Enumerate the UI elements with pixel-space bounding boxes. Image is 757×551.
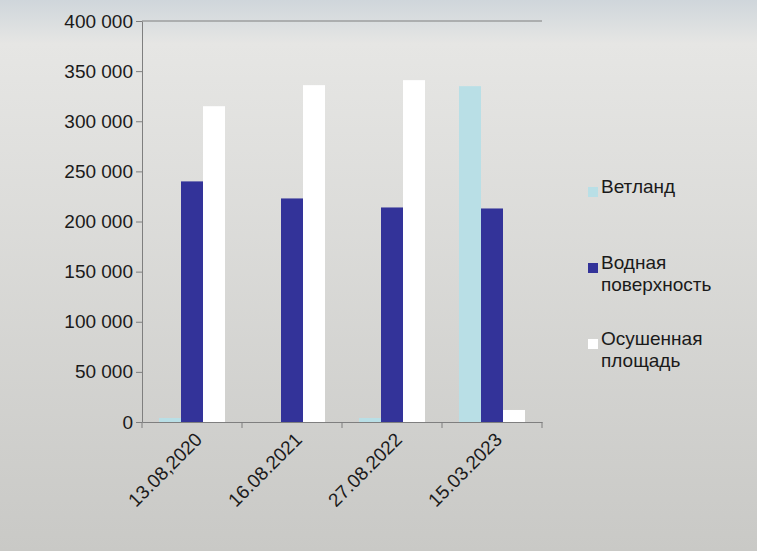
plot-frame-top <box>142 21 542 22</box>
y-tick-label: 300 000 <box>64 111 133 132</box>
category-separators <box>142 422 542 428</box>
y-tick-mark <box>136 322 142 323</box>
y-tick: 250 000 <box>64 161 142 182</box>
bar <box>303 85 325 422</box>
y-tick-label: 400 000 <box>64 11 133 32</box>
bar <box>203 106 225 422</box>
y-tick-label: 350 000 <box>64 61 133 82</box>
bar <box>359 418 381 422</box>
x-tick-label: 16.08.2021 <box>224 429 306 511</box>
y-tick-label: 0 <box>122 412 133 433</box>
y-tick-mark <box>136 171 142 172</box>
x-tick: 16.08.2021 <box>224 422 306 511</box>
y-tick-label: 50 000 <box>75 361 133 382</box>
x-tick-label: 15.03.2023 <box>424 429 506 511</box>
y-tick-mark <box>136 422 142 423</box>
bar-series <box>203 80 525 422</box>
y-tick-label: 200 000 <box>64 211 133 232</box>
category-separator <box>142 422 143 428</box>
chart: 0 50 000 100 000 150 000 200 000 250 000 300 0… <box>0 0 757 551</box>
bar <box>481 208 503 422</box>
y-tick-mark <box>136 272 142 273</box>
legend-swatch <box>588 263 598 273</box>
x-tick-label: 13.08,2020 <box>124 429 206 511</box>
plot: 0 50 000 100 000 150 000 200 000 250 000 300 0… <box>64 11 542 511</box>
y-tick: 0 <box>122 412 142 433</box>
x-tick: 13.08,2020 <box>124 422 206 511</box>
legend-swatch <box>588 339 598 349</box>
bar <box>281 198 303 422</box>
bar-series <box>181 181 503 422</box>
legend-label: Воднаяповерхность <box>601 252 711 295</box>
y-tick: 300 000 <box>64 111 142 132</box>
y-tick: 100 000 <box>64 311 142 332</box>
y-tick-mark <box>136 372 142 373</box>
y-tick: 50 000 <box>75 361 142 382</box>
x-axis: 13.08,202016.08.202127.08.202215.03.2023 <box>124 422 542 511</box>
legend: Ветланд Воднаяповерхность Осушеннаяплощадь <box>588 176 711 371</box>
y-tick: 400 000 <box>64 11 142 32</box>
x-tick: 15.03.2023 <box>424 422 506 511</box>
category-separator <box>242 422 243 428</box>
category-separator <box>442 422 443 428</box>
y-tick-mark <box>136 71 142 72</box>
x-tick-label: 27.08.2022 <box>324 429 406 511</box>
legend-label: Осушеннаяплощадь <box>601 328 702 371</box>
x-tick: 27.08.2022 <box>324 422 406 511</box>
legend-label: Ветланд <box>601 176 675 197</box>
y-tick: 150 000 <box>64 261 142 282</box>
category-separator <box>342 422 343 428</box>
y-tick-label: 100 000 <box>64 311 133 332</box>
legend-swatch <box>588 187 598 197</box>
bar <box>159 418 181 422</box>
y-axis: 0 50 000 100 000 150 000 200 000 250 000 300 0… <box>64 11 142 433</box>
bar <box>381 207 403 422</box>
bars <box>159 80 525 422</box>
y-tick: 200 000 <box>64 211 142 232</box>
y-axis-line <box>142 22 143 423</box>
y-tick-label: 150 000 <box>64 261 133 282</box>
category-separator <box>542 422 543 428</box>
bar <box>459 86 481 422</box>
y-tick-mark <box>136 222 142 223</box>
background <box>0 0 757 551</box>
bar <box>503 410 525 422</box>
y-tick-mark <box>136 121 142 122</box>
y-tick: 350 000 <box>64 61 142 82</box>
bar <box>403 80 425 422</box>
bar <box>181 181 203 422</box>
y-tick-mark <box>136 21 142 22</box>
bar <box>259 422 281 423</box>
y-tick-label: 250 000 <box>64 161 133 182</box>
